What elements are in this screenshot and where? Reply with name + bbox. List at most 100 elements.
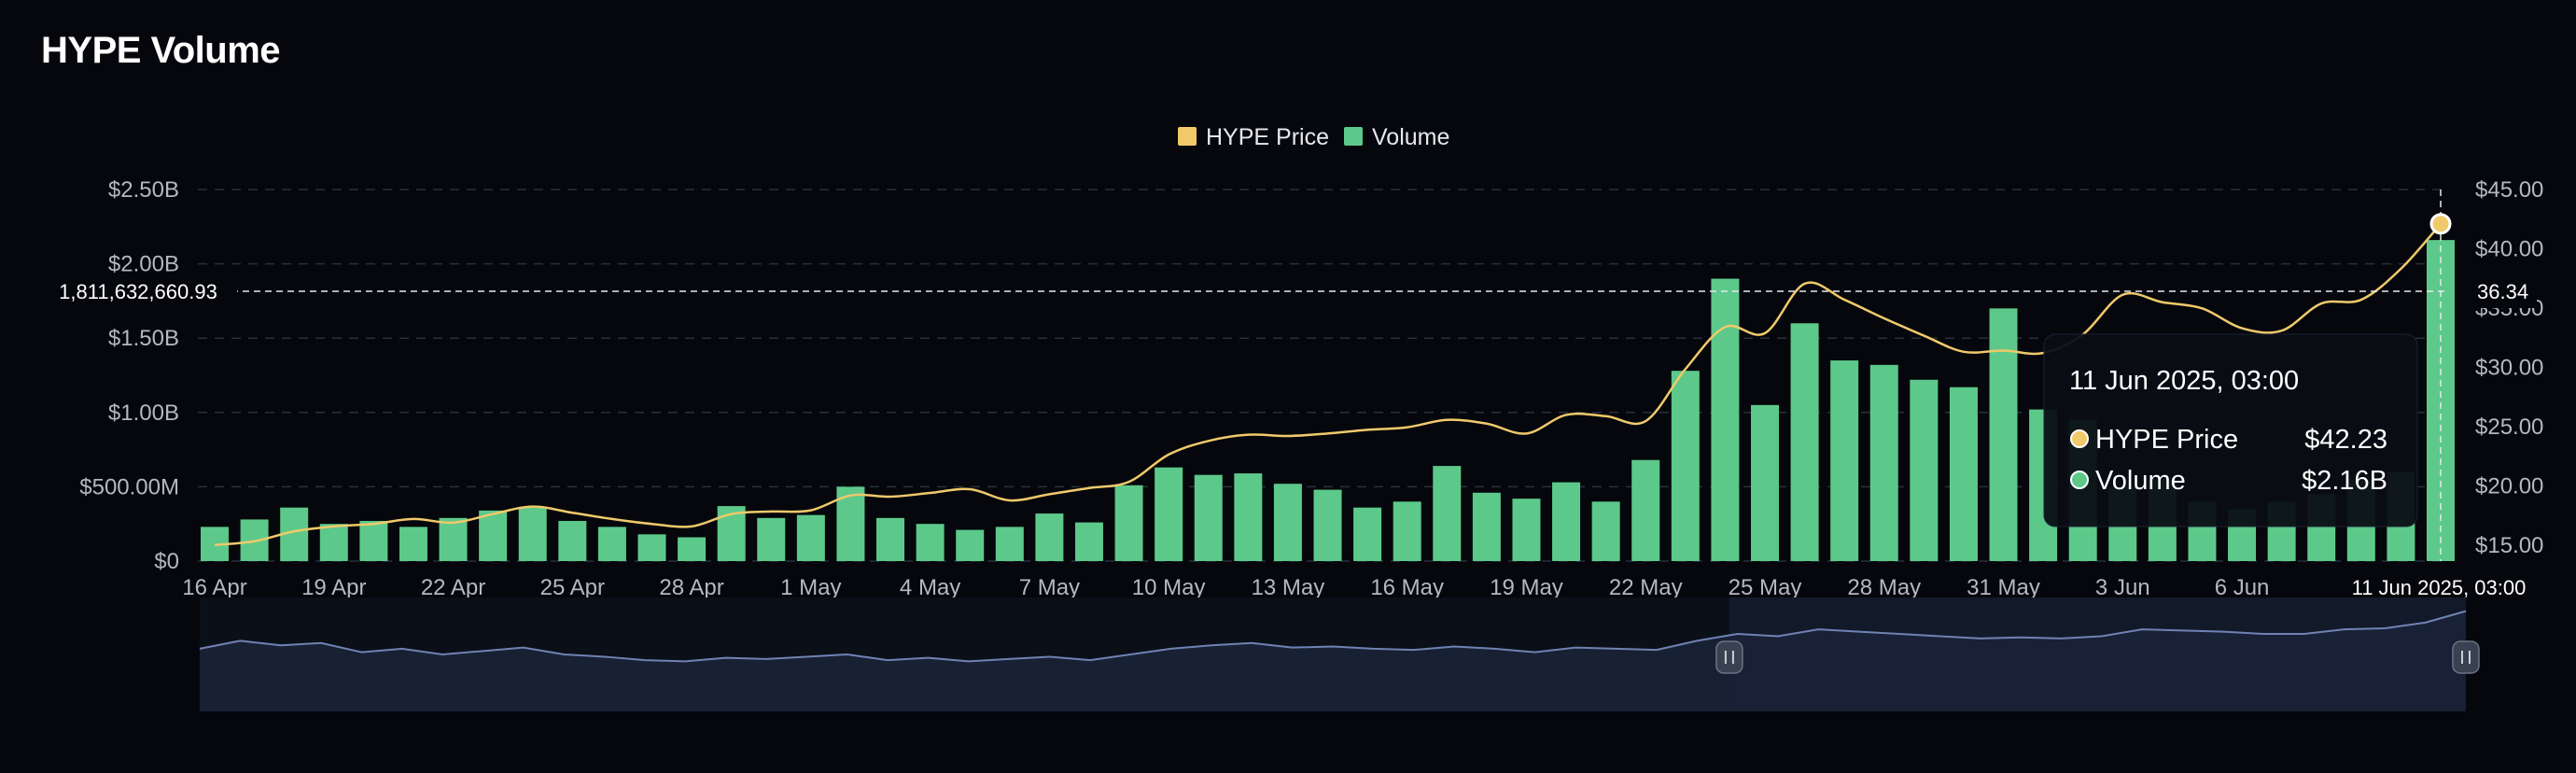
crosshair: 1,811,632,660.93 36.34 11 Jun 2025, 03:00 — [41, 190, 2541, 605]
crosshair-right-label: 36.34 — [2477, 280, 2528, 303]
volume-bar[interactable] — [1114, 485, 1143, 561]
volume-bar[interactable] — [597, 527, 626, 561]
volume-bar[interactable] — [1949, 386, 1978, 561]
tooltip-price-dot — [2070, 429, 2089, 448]
y-right-tick: $30.00 — [2475, 356, 2543, 381]
x-tick: 13 May — [1252, 575, 1325, 600]
y-left-tick: $1.00B — [108, 401, 179, 426]
crosshair-right-label-bg — [2464, 274, 2537, 308]
volume-bar[interactable] — [1155, 467, 1183, 561]
volume-bar[interactable] — [757, 517, 786, 561]
chart-title: HYPE Volume — [41, 30, 281, 71]
volume-bar[interactable] — [1750, 404, 1779, 561]
volume-bar[interactable] — [1591, 501, 1620, 561]
legend[interactable]: HYPE Price Volume — [1178, 124, 1449, 150]
navigator-area — [200, 611, 2466, 711]
volume-bar[interactable] — [1830, 360, 1859, 561]
volume-bar[interactable] — [796, 514, 825, 561]
x-tick: 1 May — [780, 575, 841, 600]
tooltip: 11 Jun 2025, 03:00 HYPE Price $42.23 Vol… — [2043, 333, 2418, 527]
volume-bar[interactable] — [558, 521, 587, 561]
y-axis-right: $15.00$20.00$25.00$30.00$35.00$40.00$45.… — [2475, 177, 2543, 558]
tooltip-price-label: HYPE Price — [2095, 425, 2238, 455]
crosshair-x-label-bg — [2337, 569, 2541, 605]
volume-bar[interactable] — [1433, 466, 1462, 561]
tooltip-box — [2043, 333, 2418, 527]
crosshair-x-label: 11 Jun 2025, 03:00 — [2352, 576, 2527, 599]
volume-bar[interactable] — [439, 517, 468, 561]
volume-bar[interactable] — [876, 517, 905, 561]
x-tick: 6 Jun — [2215, 575, 2270, 600]
volume-bar[interactable] — [319, 524, 348, 561]
volume-bar[interactable] — [1194, 474, 1223, 561]
active-price-marker — [2429, 213, 2452, 235]
x-tick: 7 May — [1019, 575, 1080, 600]
volume-bar[interactable] — [1234, 473, 1263, 561]
legend-swatch-price — [1178, 127, 1197, 146]
tooltip-volume-value: $2.16B — [2302, 466, 2387, 496]
navigator-handle-body[interactable] — [2452, 640, 2480, 674]
volume-bar[interactable] — [1273, 484, 1302, 561]
volume-bar[interactable] — [1313, 489, 1342, 561]
x-tick: 19 Apr — [301, 575, 366, 600]
volume-bar[interactable] — [1631, 459, 1660, 561]
y-right-tick: $15.00 — [2475, 533, 2543, 558]
volume-bar[interactable] — [1989, 308, 2018, 561]
x-tick: 16 Apr — [182, 575, 246, 600]
volume-bar[interactable] — [995, 527, 1024, 561]
legend-label-price[interactable]: HYPE Price — [1206, 124, 1329, 150]
volume-bar[interactable] — [518, 507, 547, 561]
x-tick: 3 Jun — [2095, 575, 2150, 600]
volume-bar[interactable] — [637, 534, 666, 561]
y-left-tick: $500.00M — [79, 474, 179, 499]
navigator-handle-right[interactable] — [2452, 640, 2480, 674]
volume-bar[interactable] — [1671, 371, 1700, 561]
crosshair-left-label-bg — [41, 274, 237, 308]
volume-bar[interactable] — [1790, 323, 1819, 561]
volume-bar[interactable] — [1711, 278, 1740, 561]
y-right-tick: $40.00 — [2475, 237, 2543, 262]
tooltip-volume-label: Volume — [2095, 466, 2186, 496]
volume-bar[interactable] — [916, 524, 945, 561]
volume-bar[interactable] — [956, 529, 985, 561]
volume-bar[interactable] — [1353, 507, 1382, 561]
x-tick: 31 May — [1967, 575, 2040, 600]
volume-bar[interactable] — [1512, 499, 1541, 561]
x-tick: 28 May — [1847, 575, 1921, 600]
volume-bar[interactable] — [2427, 240, 2455, 561]
y-axis-left: $0 $500.00M $1.00B $1.50B $2.00B $2.50B — [79, 177, 179, 574]
volume-bar[interactable] — [717, 506, 746, 561]
x-tick: 22 May — [1609, 575, 1683, 600]
navigator-handle-left[interactable] — [1715, 640, 1743, 674]
y-right-tick: $25.00 — [2475, 415, 2543, 440]
volume-bar[interactable] — [1552, 482, 1581, 561]
x-tick: 25 May — [1729, 575, 1802, 600]
tooltip-date: 11 Jun 2025, 03:00 — [2069, 366, 2299, 396]
y-left-tick: $2.50B — [108, 177, 179, 203]
navigator[interactable] — [199, 597, 2480, 711]
x-tick: 16 May — [1370, 575, 1444, 600]
legend-label-volume[interactable]: Volume — [1372, 124, 1449, 150]
volume-bar[interactable] — [1393, 501, 1421, 561]
x-axis: 16 Apr 19 Apr 22 Apr 25 Apr 28 Apr 1 May 4 May… — [182, 575, 2269, 600]
volume-bar[interactable] — [1869, 364, 1898, 561]
volume-bar[interactable] — [1472, 492, 1501, 561]
volume-bar[interactable] — [1074, 522, 1103, 561]
tooltip-price-value: $42.23 — [2304, 425, 2387, 455]
navigator-handle-body[interactable] — [1715, 640, 1743, 674]
volume-bar[interactable] — [399, 527, 427, 561]
volume-bar[interactable] — [359, 521, 388, 561]
y-left-tick: $2.00B — [108, 252, 179, 277]
tooltip-volume-dot — [2070, 471, 2089, 489]
x-tick: 25 Apr — [540, 575, 605, 600]
volume-bar[interactable] — [1035, 513, 1064, 561]
crosshair-left-label: 1,811,632,660.93 — [59, 280, 217, 303]
volume-bar[interactable] — [1910, 379, 1939, 561]
volume-bar[interactable] — [479, 510, 508, 561]
x-tick: 28 Apr — [659, 575, 723, 600]
y-left-tick: $0 — [154, 549, 179, 574]
volume-bar[interactable] — [678, 537, 707, 561]
x-tick: 19 May — [1490, 575, 1563, 600]
legend-swatch-volume — [1344, 127, 1363, 146]
